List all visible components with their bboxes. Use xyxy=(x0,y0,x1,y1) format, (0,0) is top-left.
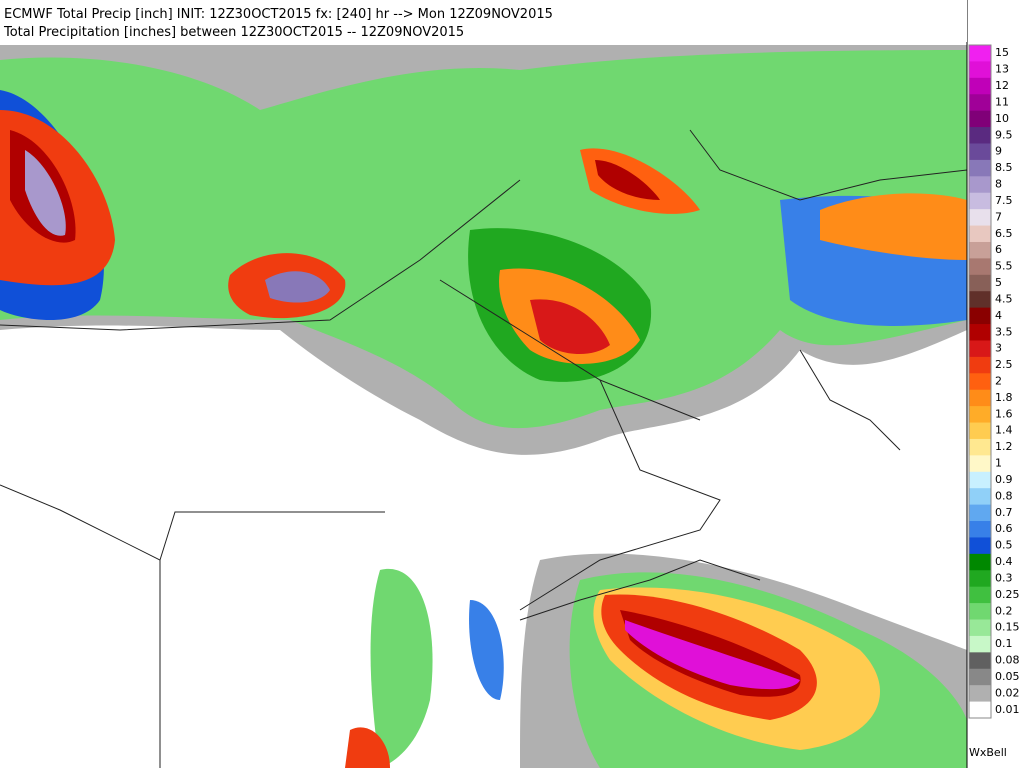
legend-label: 5 xyxy=(995,276,1002,289)
map-subtitle: Total Precipitation [inches] between 12Z… xyxy=(3,25,464,40)
legend-label: 0.15 xyxy=(995,621,1020,634)
legend-label: 0.5 xyxy=(995,539,1013,552)
legend-label: 2.5 xyxy=(995,358,1013,371)
legend-label: 9.5 xyxy=(995,128,1013,141)
legend-swatch xyxy=(969,143,991,161)
legend-swatch xyxy=(969,176,991,194)
legend-swatch xyxy=(969,488,991,506)
legend-label: 0.3 xyxy=(995,571,1013,584)
legend-swatch xyxy=(969,701,991,719)
precip-field xyxy=(0,45,967,768)
legend-label: 11 xyxy=(995,95,1009,108)
map-title: ECMWF Total Precip [inch] INIT: 12Z30OCT… xyxy=(4,7,553,22)
borders xyxy=(0,129,968,768)
legend-label: 13 xyxy=(995,63,1009,76)
legend-swatch xyxy=(969,521,991,538)
legend-label: 6 xyxy=(995,243,1002,256)
legend-label: 0.4 xyxy=(995,555,1013,568)
legend-swatch xyxy=(969,291,991,309)
legend-label: 3 xyxy=(995,342,1002,355)
legend-label: 4.5 xyxy=(995,292,1013,305)
legend-label: 8 xyxy=(995,178,1002,191)
legend-swatch xyxy=(969,438,991,456)
legend-swatch xyxy=(969,685,991,703)
legend-swatch xyxy=(969,635,991,653)
legend-swatch xyxy=(969,570,991,588)
legend-label: 1.8 xyxy=(995,391,1013,404)
legend-swatch xyxy=(969,373,991,391)
legend-label: 0.2 xyxy=(995,604,1013,617)
legend-swatch xyxy=(969,504,991,522)
legend-label: 2 xyxy=(995,375,1002,388)
legend-swatch xyxy=(969,307,991,325)
legend-swatch xyxy=(969,209,991,227)
header-band xyxy=(0,0,967,42)
legend-label: 1.4 xyxy=(995,424,1013,437)
legend-label: 4 xyxy=(995,309,1002,322)
legend-label: 6.5 xyxy=(995,227,1013,240)
legend-swatch xyxy=(969,241,991,259)
legend-swatch xyxy=(969,668,991,686)
legend-label: 15 xyxy=(995,46,1009,59)
legend-label: 0.8 xyxy=(995,489,1013,502)
legend-swatch xyxy=(969,225,991,243)
legend-swatch xyxy=(969,406,991,424)
legend-swatch xyxy=(969,127,991,144)
legend-swatch xyxy=(969,192,991,210)
legend-swatch xyxy=(969,45,991,62)
legend-swatch xyxy=(969,61,991,79)
legend-swatch xyxy=(969,356,991,374)
legend-swatch xyxy=(969,258,991,276)
legend-frame xyxy=(968,44,992,719)
legend-label: 0.25 xyxy=(995,588,1020,601)
legend-swatch xyxy=(969,537,991,555)
legend-swatch xyxy=(969,94,991,112)
legend-swatch xyxy=(969,324,991,341)
legend-swatch xyxy=(969,110,991,128)
legend-label: 1.2 xyxy=(995,440,1013,453)
legend-label: 7 xyxy=(995,210,1002,223)
colorbar: 15131211109.598.587.576.565.554.543.532.… xyxy=(968,44,1020,719)
legend-swatch xyxy=(969,603,991,621)
legend-label: 5.5 xyxy=(995,260,1013,273)
legend-label: 9 xyxy=(995,145,1002,158)
legend-swatch xyxy=(969,159,991,177)
legend-label: 0.6 xyxy=(995,522,1013,535)
legend-swatch xyxy=(969,553,991,571)
legend-swatch xyxy=(969,619,991,637)
legend-swatch xyxy=(969,652,991,670)
legend-swatch xyxy=(969,77,991,95)
legend-label: 0.1 xyxy=(995,637,1013,650)
legend-swatch xyxy=(969,455,991,473)
legend-label: 0.08 xyxy=(995,654,1020,667)
legend-swatch xyxy=(969,274,991,292)
legend-swatch xyxy=(969,422,991,440)
legend-label: 0.02 xyxy=(995,686,1020,699)
brand: WxBell xyxy=(969,746,1007,759)
legend-label: 0.7 xyxy=(995,506,1013,519)
legend-label: 0.05 xyxy=(995,670,1020,683)
legend-label: 1.6 xyxy=(995,407,1013,420)
legend-label: 8.5 xyxy=(995,161,1013,174)
legend-swatch xyxy=(969,471,991,489)
legend-label: 0.01 xyxy=(995,703,1020,716)
legend-label: 12 xyxy=(995,79,1009,92)
legend-label: 0.9 xyxy=(995,473,1013,486)
legend-swatch xyxy=(969,389,991,407)
legend-swatch xyxy=(969,340,991,358)
legend-label: 3.5 xyxy=(995,325,1013,338)
legend-label: 10 xyxy=(995,112,1009,125)
legend-swatch xyxy=(969,586,991,604)
legend-label: 1 xyxy=(995,457,1002,470)
legend-label: 7.5 xyxy=(995,194,1013,207)
